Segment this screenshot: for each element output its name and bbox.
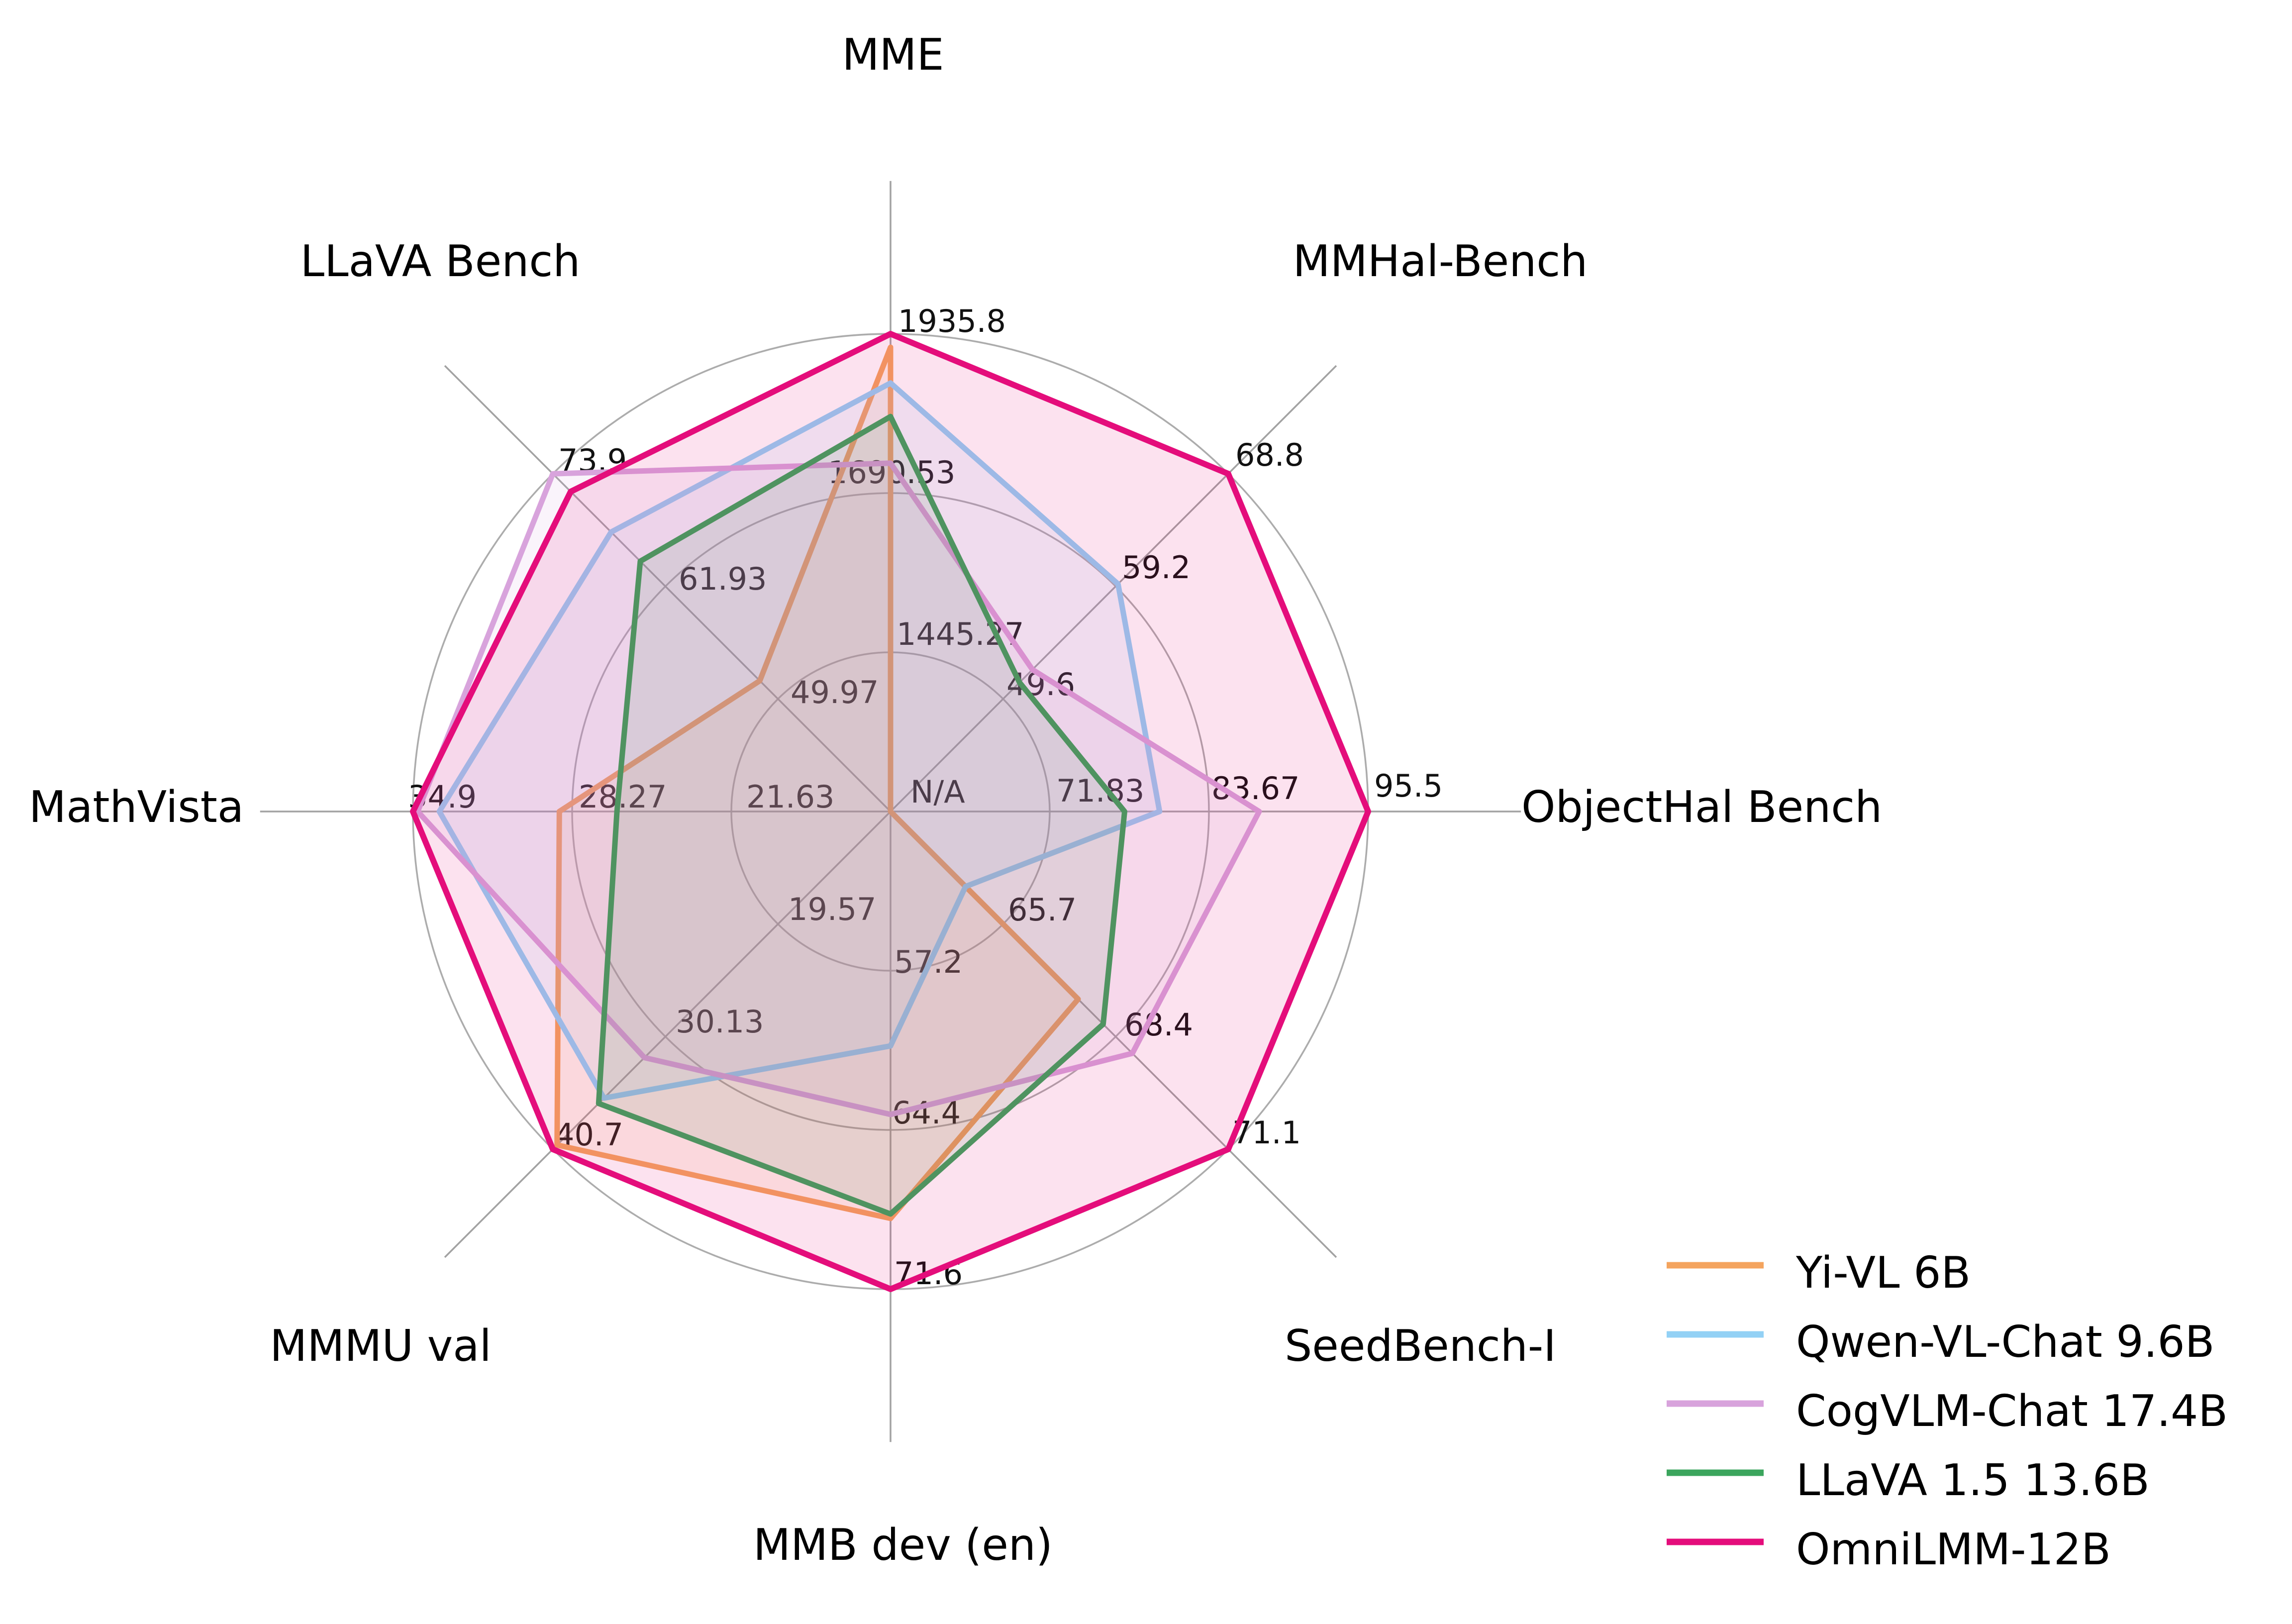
tick-label-mmhal-bench-1: 59.2 (1122, 549, 1191, 586)
tick-label-mme-2: 1935.8 (898, 303, 1006, 339)
center-tick-label: N/A (910, 774, 965, 810)
series-polygon-omnilmm-12b (410, 331, 1371, 1292)
legend-label-qwen-vl-chat-9-6b: Qwen-VL-Chat 9.6B (1796, 1317, 2214, 1367)
legend-item-yi-vl-6b: Yi-VL 6B (1667, 1247, 1971, 1298)
axis-title-llava-bench: LLaVA Bench (300, 236, 581, 287)
legend-item-omnilmm-12b: OmniLMM-12B (1667, 1524, 2111, 1575)
axis-title-mmmu-val: MMMU val (270, 1320, 492, 1371)
legend-item-qwen-vl-chat-9-6b: Qwen-VL-Chat 9.6B (1667, 1317, 2214, 1367)
axis-title-seedbench-i: SeedBench-I (1285, 1320, 1556, 1371)
tick-label-mathvista-1: 28.27 (579, 779, 667, 815)
axis-title-mmhal-bench: MMHal-Bench (1293, 236, 1588, 287)
legend-label-cogvlm-chat-17-4b: CogVLM-Chat 17.4B (1796, 1386, 2228, 1436)
legend-label-omnilmm-12b: OmniLMM-12B (1796, 1524, 2111, 1575)
series-polygons (410, 331, 1371, 1292)
axis-title-mmb-dev-en: MMB dev (en) (753, 1520, 1053, 1570)
axis-titles: MME MMHal-Bench ObjectHal Bench SeedBench-I… (29, 29, 1882, 1570)
tick-label-seedbench-i-0: 65.7 (1008, 892, 1077, 928)
tick-label-llava-bench-1: 61.93 (679, 561, 767, 597)
tick-label-mmhal-bench-2: 68.8 (1235, 437, 1304, 473)
series-polygon-llava-1-5-13-6b (596, 413, 1127, 1217)
tick-label-mmmu-val-1: 30.13 (676, 1004, 764, 1040)
axis-title-mme: MME (842, 29, 944, 80)
axis-spoke-mmhal-bench (890, 365, 1337, 812)
legend-item-cogvlm-chat-17-4b: CogVLM-Chat 17.4B (1667, 1386, 2228, 1436)
tick-label-objecthal-bench-2: 95.5 (1374, 768, 1443, 804)
tick-label-llava-bench-0: 49.97 (791, 674, 879, 710)
series-polygon-cogvlm-chat-17-4b (415, 460, 1262, 1117)
legend-item-llava-1-5-13-6b: LLaVA 1.5 13.6B (1667, 1455, 2150, 1506)
axis-spoke-mmmu-val (444, 811, 892, 1258)
tick-label-mmmu-val-0: 19.57 (788, 891, 877, 927)
series-polygon-yi-vl-6b (554, 344, 1081, 1221)
axis-title-mathvista: MathVista (29, 782, 244, 832)
series-polygon-qwen-vl-chat-9-6b (436, 380, 1163, 1101)
legend-label-yi-vl-6b: Yi-VL 6B (1795, 1247, 1971, 1298)
tick-label-seedbench-i-1: 68.4 (1124, 1007, 1193, 1043)
tick-label-mathvista-0: 21.63 (746, 779, 835, 815)
legend-label-llava-1-5-13-6b: LLaVA 1.5 13.6B (1796, 1455, 2150, 1506)
tick-label-seedbench-i-2: 71.1 (1232, 1115, 1301, 1151)
legend: Yi-VL 6B Qwen-VL-Chat 9.6B CogVLM-Chat 17.… (1667, 1247, 2228, 1575)
axis-spoke-llava-bench (444, 365, 892, 812)
axis-title-objecthal-bench: ObjectHal Bench (1521, 782, 1882, 832)
